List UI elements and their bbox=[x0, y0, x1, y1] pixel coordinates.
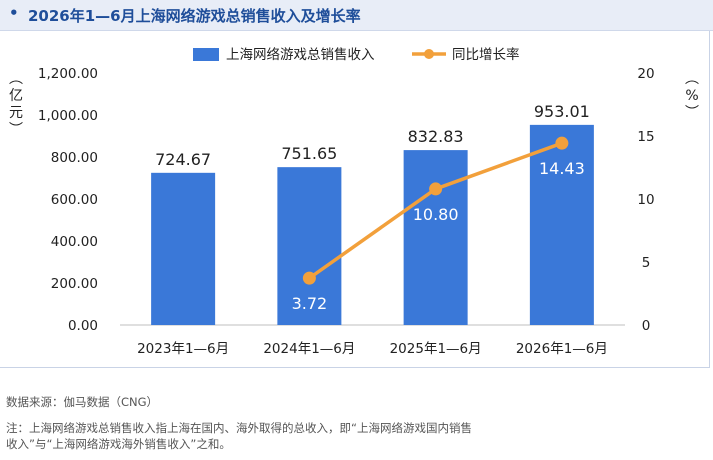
y-left-tick-label: 1,000.00 bbox=[38, 108, 98, 124]
growth-rate-point bbox=[429, 182, 443, 196]
y-left-tick-label: 800.00 bbox=[51, 150, 98, 166]
x-tick-label: 2023年1—6月 bbox=[137, 341, 229, 357]
bar-value-label: 724.67 bbox=[155, 150, 211, 169]
title-bullet: • bbox=[9, 4, 19, 22]
y-left-tick-label: 200.00 bbox=[51, 276, 98, 292]
legend-marker-line bbox=[424, 49, 434, 59]
bar-value-label: 832.83 bbox=[408, 127, 464, 146]
bar bbox=[151, 172, 216, 325]
y-left-tick-label: 1,200.00 bbox=[38, 66, 98, 82]
y-left-axis-label-char: 元 bbox=[9, 105, 23, 121]
growth-rate-point bbox=[555, 136, 569, 150]
data-source: 数据来源：伽马数据（CNG） bbox=[6, 395, 159, 409]
chart-frame bbox=[0, 31, 710, 368]
chart-title: 2026年1—6月上海网络游戏总销售收入及增长率 bbox=[28, 7, 361, 25]
legend-label-bar: 上海网络游戏总销售收入 bbox=[226, 47, 375, 63]
y-right-axis-label-char: ︶ bbox=[685, 105, 699, 121]
y-left-axis-label-char: ︵ bbox=[9, 71, 23, 87]
y-right-axis-label-char: % bbox=[685, 88, 698, 104]
note-line-1: 注：上海网络游戏总销售收入指上海在国内、海外取得的总收入，即“上海网络游戏国内销… bbox=[6, 421, 472, 435]
bar bbox=[529, 124, 594, 326]
bar-value-label: 953.01 bbox=[534, 102, 590, 121]
growth-rate-label: 14.43 bbox=[539, 159, 585, 178]
x-tick-label: 2025年1—6月 bbox=[390, 341, 482, 357]
combo-chart: 0.00 200.00 400.00 600.00 800.00 1,000.00 1,20… bbox=[9, 46, 699, 357]
y-left-tick-label: 0.00 bbox=[68, 318, 98, 334]
bar bbox=[277, 167, 342, 325]
y-left-axis-label-char: 亿 bbox=[9, 88, 23, 104]
y-left-tick-label: 400.00 bbox=[51, 234, 98, 250]
y-left-axis-label-char: ︶ bbox=[9, 122, 23, 138]
y-right-tick-label: 5 bbox=[642, 255, 651, 271]
bar-value-label: 751.65 bbox=[281, 144, 337, 163]
growth-rate-label: 10.80 bbox=[413, 205, 459, 224]
y-right-axis-label-char: ︵ bbox=[685, 71, 699, 87]
growth-rate-label: 3.72 bbox=[292, 294, 328, 313]
legend-label-line: 同比增长率 bbox=[452, 46, 520, 63]
chart-header: • 2026年1—6月上海网络游戏总销售收入及增长率 bbox=[0, 0, 713, 31]
bar bbox=[403, 150, 468, 325]
x-tick-label: 2024年1—6月 bbox=[263, 341, 355, 357]
y-right-tick-label: 10 bbox=[637, 192, 654, 208]
y-left-tick-label: 600.00 bbox=[51, 192, 98, 208]
x-tick-label: 2026年1—6月 bbox=[516, 341, 608, 357]
legend-swatch-bar bbox=[193, 48, 219, 61]
note-line-2: 收入”与“上海网络游戏海外销售收入”之和。 bbox=[6, 437, 231, 451]
y-right-tick-label: 0 bbox=[642, 318, 651, 334]
growth-rate-point bbox=[302, 271, 316, 285]
y-right-tick-label: 20 bbox=[637, 66, 654, 82]
y-right-tick-label: 15 bbox=[637, 129, 654, 145]
